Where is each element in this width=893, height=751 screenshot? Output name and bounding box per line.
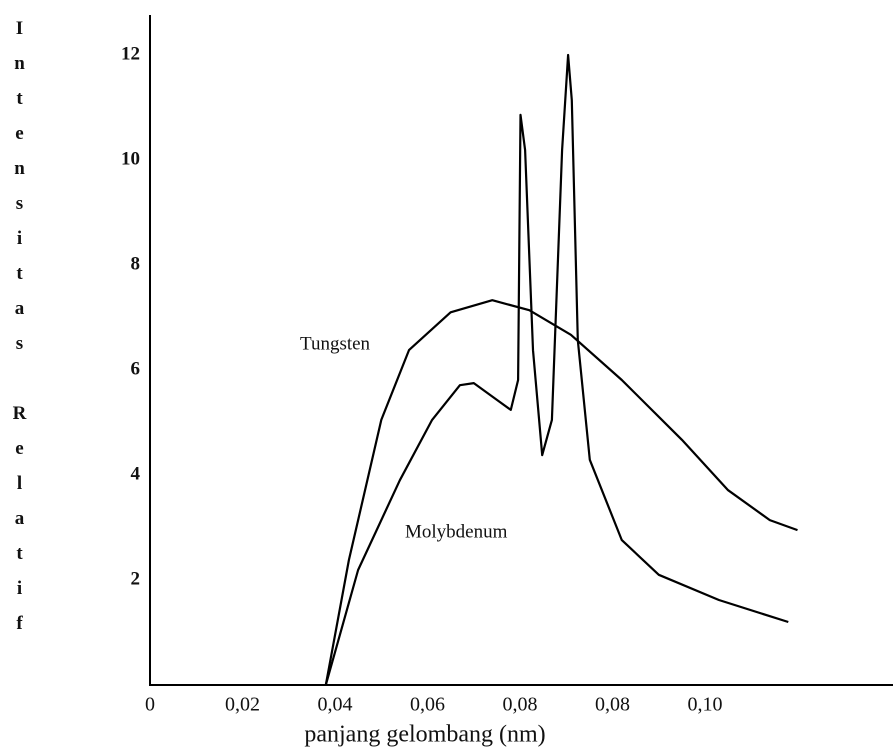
- x-tick-label: 0,04: [318, 694, 353, 716]
- x-axis-label: panjang gelombang (nm): [304, 722, 545, 748]
- series-annotation: Tungsten: [300, 333, 371, 354]
- x-tick-label: 0,02: [225, 694, 260, 716]
- line: [324, 299, 798, 686]
- y-tick-label: 6: [131, 358, 141, 379]
- x-tick-label: 0,10: [688, 694, 723, 716]
- y-tick-label: 12: [121, 43, 140, 64]
- series-annotation: Molybdenum: [405, 521, 508, 542]
- y-tick-label: 10: [121, 148, 140, 169]
- y-tick-label: 4: [131, 463, 141, 484]
- y-tick-label: 2: [131, 568, 141, 589]
- x-tick-label: 0: [145, 694, 155, 716]
- y-tick-label: 8: [131, 253, 141, 274]
- y-axis-label: Intensitas Relatif: [9, 18, 30, 648]
- x-tick-label: 0,08: [503, 694, 538, 716]
- x-tick-label: 0,08: [595, 694, 630, 716]
- x-tick-label: 0,06: [410, 694, 445, 716]
- line: [324, 53, 789, 686]
